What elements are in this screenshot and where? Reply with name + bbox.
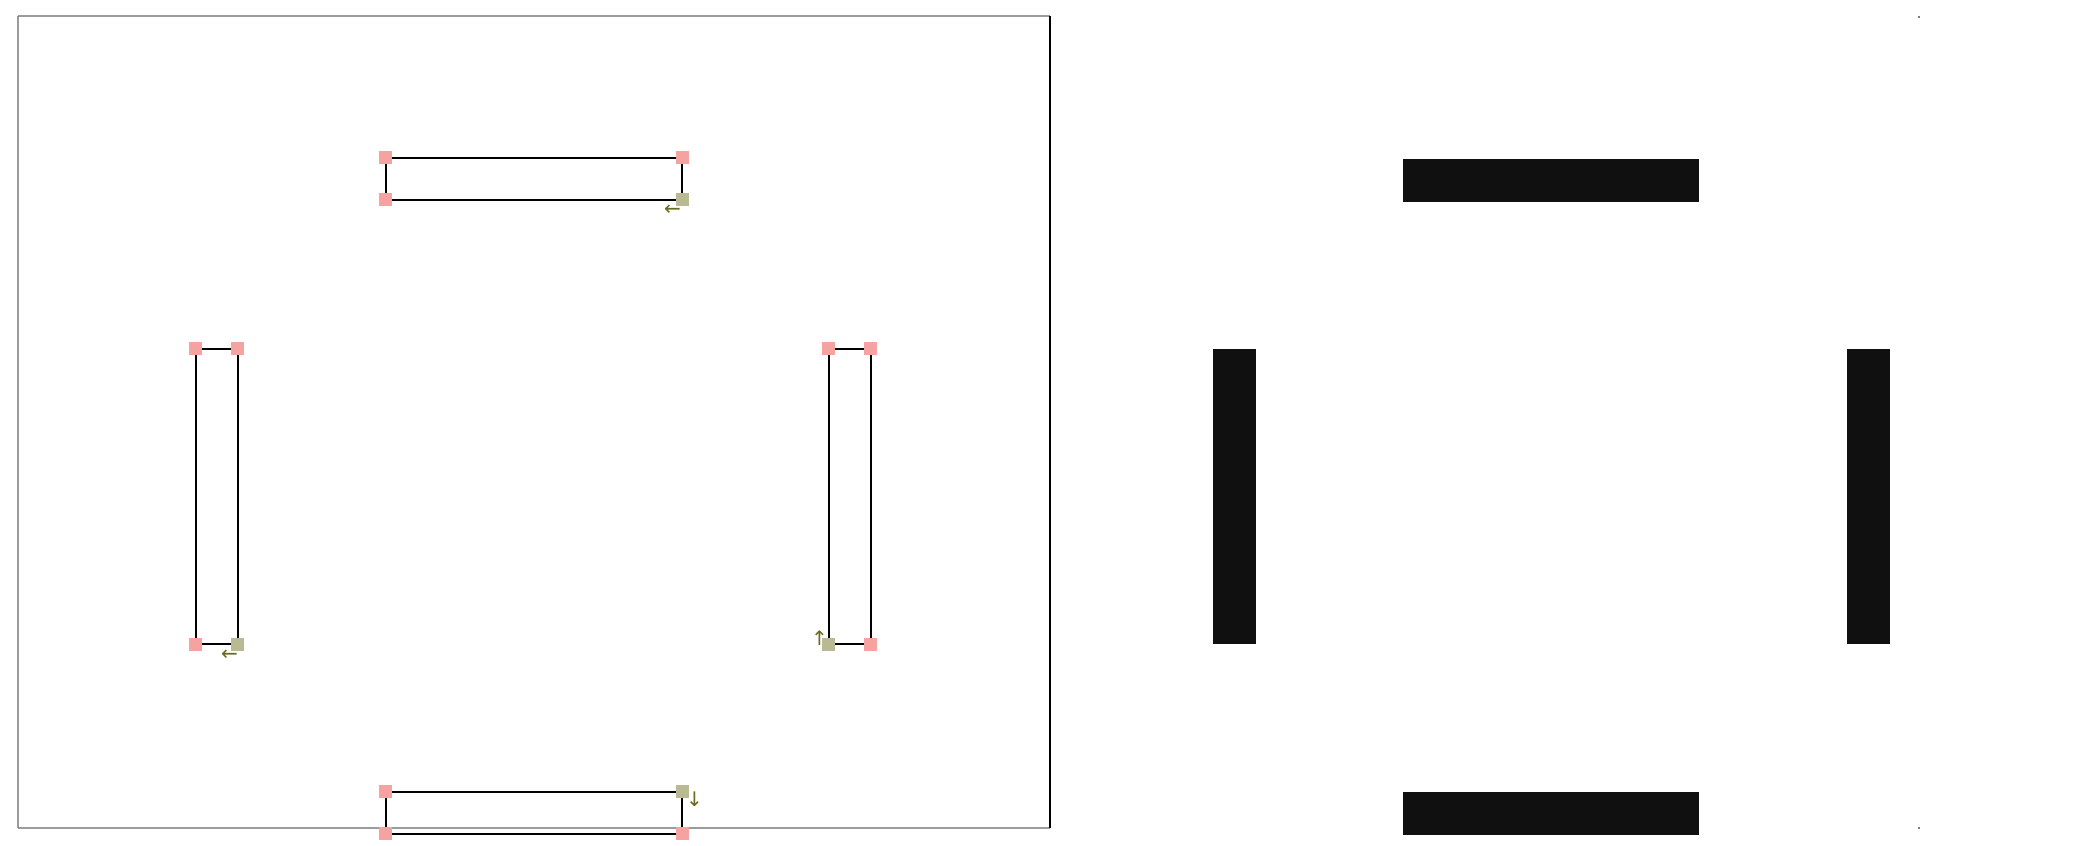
preview-guide-dot bbox=[1918, 827, 1920, 829]
contour-outline[interactable] bbox=[196, 349, 238, 644]
corner-handle[interactable] bbox=[189, 342, 202, 355]
contour-top-bar[interactable]: ← bbox=[379, 151, 689, 220]
preview-guide-dot bbox=[1918, 16, 1920, 18]
contour-right-bar[interactable]: ↑ bbox=[811, 342, 877, 651]
preview-right-bar bbox=[1847, 349, 1890, 644]
editor-panel: ← ← ↑ ↓ bbox=[18, 16, 1050, 840]
corner-handle[interactable] bbox=[676, 151, 689, 164]
direction-arrow-icon: ← bbox=[221, 641, 238, 665]
corner-handle[interactable] bbox=[231, 342, 244, 355]
contour-outline[interactable] bbox=[386, 158, 682, 200]
corner-handle[interactable] bbox=[676, 827, 689, 840]
corner-handle[interactable] bbox=[189, 638, 202, 651]
corner-handle[interactable] bbox=[822, 342, 835, 355]
direction-arrow-icon: ↑ bbox=[811, 626, 828, 650]
corner-handle[interactable] bbox=[864, 342, 877, 355]
contour-outline[interactable] bbox=[829, 349, 871, 644]
corner-handle[interactable] bbox=[379, 785, 392, 798]
corner-handle[interactable] bbox=[379, 193, 392, 206]
preview-top-bar bbox=[1403, 159, 1699, 202]
contour-left-bar[interactable]: ← bbox=[189, 342, 244, 665]
contour-bottom-bar[interactable]: ↓ bbox=[379, 785, 703, 840]
preview-bottom-bar bbox=[1403, 792, 1699, 835]
direction-arrow-icon: ← bbox=[664, 196, 681, 220]
corner-handle[interactable] bbox=[379, 151, 392, 164]
corner-handle[interactable] bbox=[864, 638, 877, 651]
corner-handle[interactable] bbox=[379, 827, 392, 840]
preview-left-bar bbox=[1213, 349, 1256, 644]
direction-arrow-icon: ↓ bbox=[686, 787, 703, 811]
preview-panel bbox=[1213, 16, 1920, 835]
